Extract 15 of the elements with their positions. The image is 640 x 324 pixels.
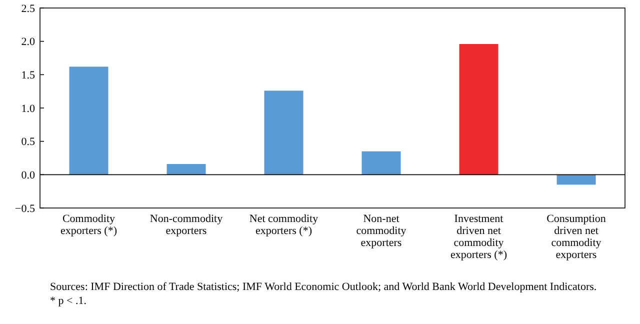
x-tick-label: Commodity exporters (*) (60, 213, 118, 237)
y-tick-label: 2.0 (21, 36, 36, 48)
y-tick-label: 1.0 (21, 102, 36, 115)
text: * p < .1. (50, 295, 87, 307)
x-tick-label: Consumption driven net commodity exporters (546, 213, 606, 261)
y-tick-label: 0.0 (21, 170, 36, 182)
source-note: Sources: IMF Direction of Trade Statistics; IMF World Economic Outlook; and World Bank World Development Indicators. (50, 281, 597, 293)
x-tick-label: Net commodity exporters (*) (249, 213, 319, 237)
x-tick-label: Investment driven net commodity exporters (*) (450, 213, 508, 261)
x-tick-label: Non-commodity exporters (150, 213, 224, 237)
y-tick-label: 2.5 (21, 2, 36, 15)
x-tick-label: Non-net commodity exporters (356, 213, 407, 249)
y-tick-label: 0.5 (21, 136, 36, 148)
y-tick-label: 1.5 (21, 70, 36, 82)
y-tick-label: −0.5 (15, 202, 36, 215)
